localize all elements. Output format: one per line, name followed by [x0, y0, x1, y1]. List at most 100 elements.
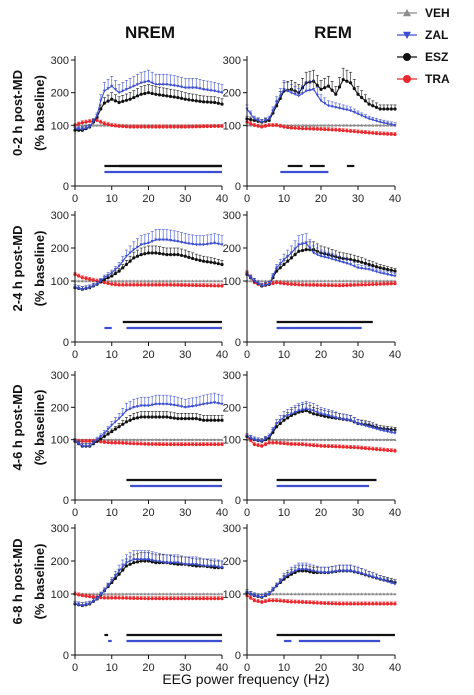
data-point-esz — [128, 97, 132, 101]
data-point-veh — [146, 438, 151, 441]
y-tick-label: 0 — [63, 495, 69, 507]
data-point-tra — [363, 130, 367, 135]
data-point-zal — [252, 438, 256, 442]
data-point-tra — [278, 124, 282, 128]
data-point-zal — [80, 127, 84, 131]
data-point-veh — [300, 592, 305, 596]
data-point-veh — [176, 438, 180, 441]
data-point-veh — [363, 438, 367, 441]
data-point-tra — [256, 443, 260, 447]
data-point-tra — [161, 283, 165, 287]
y-tick-label: 300 — [223, 370, 241, 382]
data-point-esz — [352, 86, 356, 91]
data-point-veh — [293, 279, 297, 283]
data-point-veh — [157, 438, 162, 441]
data-point-veh — [393, 592, 397, 596]
data-point-zal — [278, 580, 282, 584]
data-point-zal — [146, 558, 151, 561]
data-point-esz — [304, 408, 308, 413]
data-point-zal — [172, 239, 176, 243]
data-point-esz — [315, 413, 319, 417]
data-point-esz — [202, 259, 206, 263]
data-point-tra — [330, 602, 334, 606]
data-point-tra — [363, 602, 367, 606]
data-point-veh — [213, 592, 217, 596]
data-point-tra — [216, 284, 220, 288]
data-point-tra — [213, 442, 217, 447]
data-point-veh — [216, 279, 220, 283]
data-point-veh — [91, 592, 95, 596]
data-point-zal — [95, 597, 99, 601]
y-tick-label: 100 — [223, 589, 241, 601]
data-point-tra — [161, 442, 165, 447]
data-point-esz — [352, 258, 356, 262]
data-point-veh — [220, 438, 224, 441]
data-point-veh — [216, 592, 220, 596]
data-point-zal — [139, 81, 143, 85]
data-point-zal — [191, 404, 195, 408]
panel-0: 0 100 200 300 0 10 20 30 40 — [51, 55, 228, 205]
data-point-veh — [360, 438, 364, 441]
data-point-zal — [300, 92, 305, 96]
data-point-zal — [128, 251, 132, 255]
legend-label-esz: ESZ — [425, 50, 448, 64]
data-point-veh — [345, 123, 349, 127]
data-point-tra — [172, 283, 176, 287]
series-esz — [245, 67, 397, 124]
data-point-tra — [80, 121, 84, 125]
data-point-esz — [183, 254, 187, 258]
data-point-veh — [77, 279, 81, 283]
data-point-zal — [194, 243, 198, 247]
data-point-tra — [205, 284, 209, 288]
x-tick-label: 0 — [72, 193, 78, 205]
data-point-tra — [374, 602, 379, 606]
data-point-tra — [213, 284, 217, 288]
data-point-zal — [304, 407, 308, 411]
data-point-tra — [202, 125, 206, 129]
data-point-tra — [91, 278, 95, 282]
data-point-esz — [113, 99, 118, 103]
legend-label-tra: TRA — [425, 72, 450, 86]
data-point-zal — [179, 562, 184, 566]
data-point-zal — [121, 89, 125, 93]
y-tick-label: 0 — [235, 650, 241, 662]
data-point-tra — [389, 602, 393, 606]
data-point-veh — [374, 279, 379, 283]
data-point-zal — [143, 558, 147, 561]
data-point-zal — [202, 564, 206, 568]
data-point-tra — [252, 442, 256, 447]
data-point-tra — [80, 594, 84, 598]
data-point-zal — [297, 243, 301, 247]
data-point-veh — [187, 592, 191, 596]
data-point-tra — [88, 595, 92, 599]
data-point-zal — [289, 251, 293, 255]
data-point-veh — [150, 592, 154, 596]
data-point-zal — [278, 94, 282, 98]
data-point-veh — [139, 438, 143, 441]
data-point-zal — [267, 117, 271, 121]
data-point-esz — [165, 415, 169, 419]
data-point-tra — [187, 442, 191, 447]
data-point-veh — [124, 438, 129, 441]
data-point-tra — [267, 441, 271, 445]
data-point-zal — [95, 283, 99, 286]
data-point-tra — [252, 599, 256, 603]
x-tick-label: 40 — [216, 507, 228, 519]
data-point-esz — [154, 92, 158, 96]
data-point-tra — [304, 600, 308, 605]
data-point-tra — [263, 442, 268, 447]
data-point-veh — [106, 438, 110, 441]
data-point-veh — [278, 592, 282, 596]
data-point-esz — [363, 99, 367, 103]
series-zal — [245, 80, 397, 127]
data-point-zal — [304, 89, 308, 93]
data-point-veh — [326, 279, 330, 283]
data-point-zal — [135, 83, 140, 87]
data-point-tra — [289, 442, 293, 446]
y-tick-label: 300 — [223, 210, 241, 222]
data-point-tra — [179, 442, 184, 447]
data-point-zal — [386, 273, 390, 276]
data-point-esz — [146, 251, 151, 255]
x-tick-label: 40 — [216, 193, 228, 205]
data-point-veh — [286, 592, 290, 596]
